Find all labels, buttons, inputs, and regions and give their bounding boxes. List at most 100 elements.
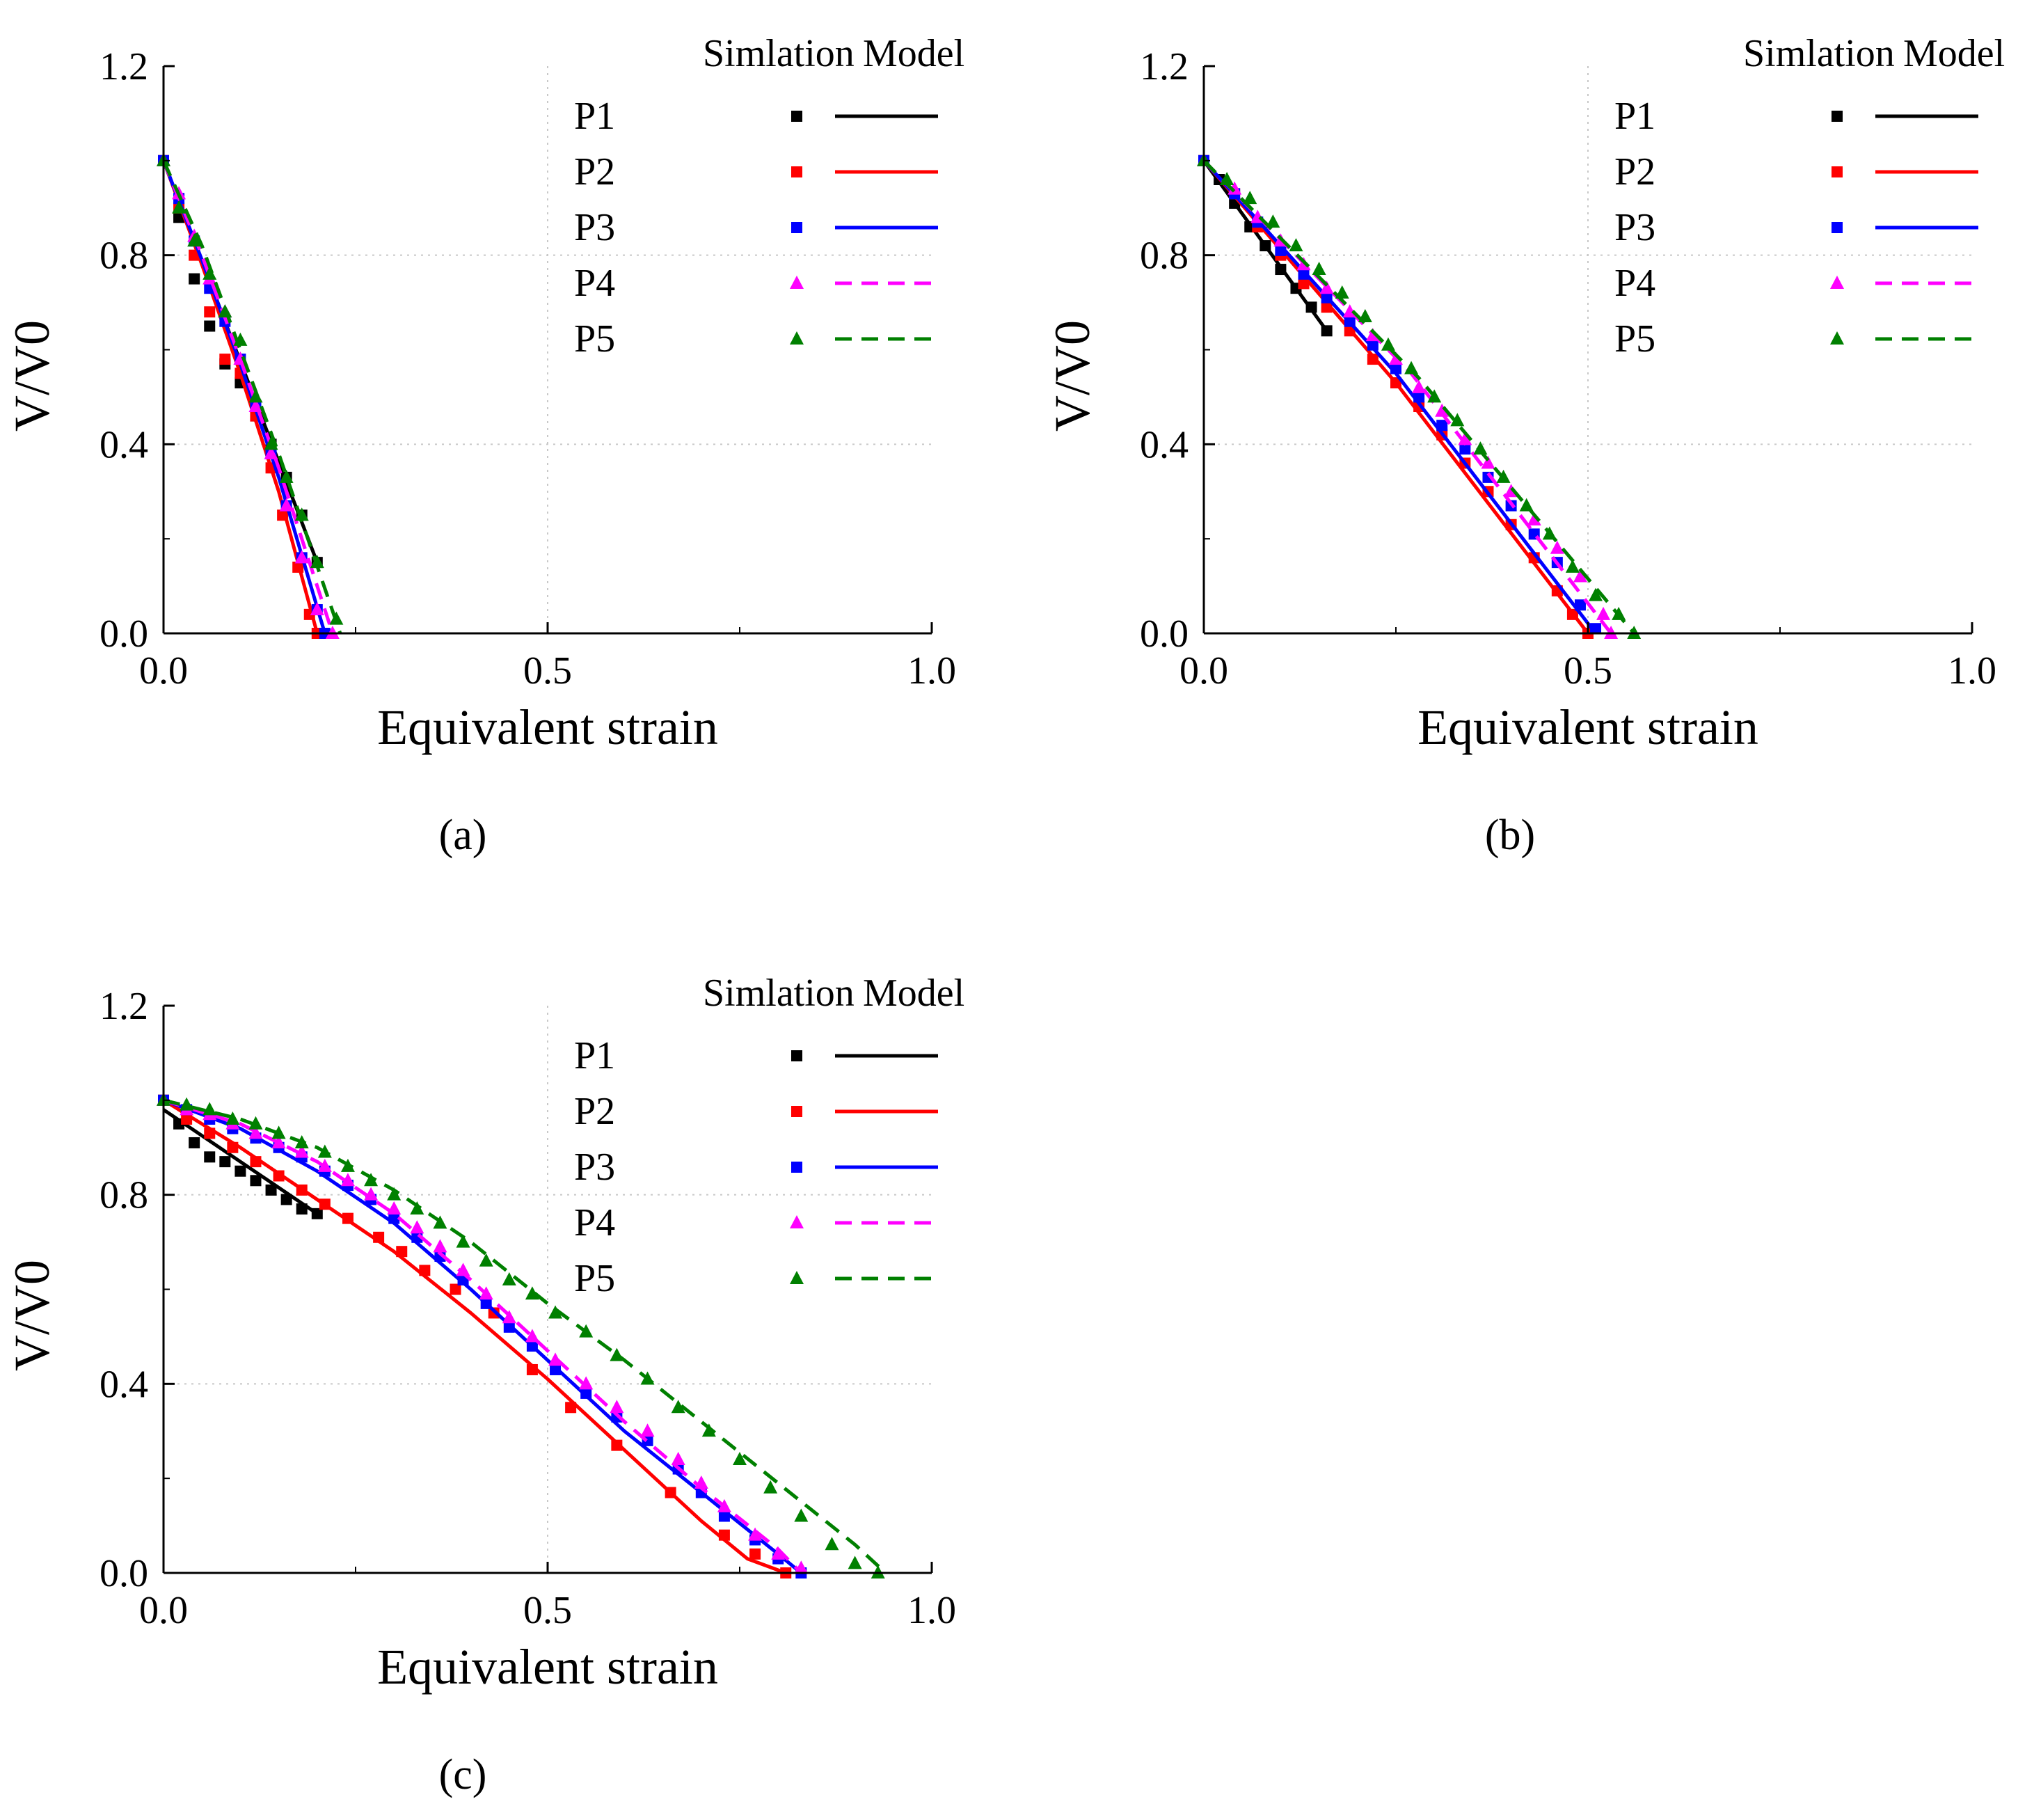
- sim-point-p2: [204, 1127, 216, 1139]
- sim-point-p5: [1289, 238, 1303, 252]
- sim-point-p3: [580, 1387, 592, 1399]
- legend-header-model: Model: [1903, 32, 2005, 75]
- sim-point-p5: [294, 1134, 309, 1148]
- sim-point-p2: [189, 249, 200, 261]
- legend-marker-p1: [791, 1050, 802, 1061]
- sim-point-p5: [479, 1253, 493, 1267]
- y-tick-label: 1.2: [1140, 45, 1189, 88]
- sim-point-p3: [1344, 315, 1356, 327]
- sim-point-p4: [1550, 540, 1564, 554]
- sim-point-p2: [450, 1283, 461, 1295]
- sim-point-p4: [1573, 569, 1587, 583]
- sim-point-p1: [250, 1175, 262, 1187]
- sim-point-p1: [189, 1137, 200, 1148]
- model-line-p5: [163, 1098, 887, 1574]
- sim-point-p5: [279, 469, 294, 483]
- x-tick-label: 0.0: [139, 1589, 188, 1632]
- sim-point-p5: [172, 200, 186, 214]
- sim-point-p5: [794, 1508, 809, 1522]
- sim-point-p2: [718, 1529, 730, 1541]
- sim-point-p3: [503, 1321, 515, 1333]
- sim-point-p4: [525, 1329, 539, 1343]
- sim-point-p4: [579, 1376, 594, 1390]
- grid-lines: [164, 66, 932, 633]
- sim-point-p4: [479, 1286, 493, 1300]
- legend: Simlation Model P1 P2 P3 P4 P5: [1614, 32, 2005, 361]
- sim-point-p5: [1404, 361, 1419, 374]
- legend-label-p3: P3: [574, 1146, 615, 1189]
- sim-point-p5: [329, 611, 344, 625]
- y-axis-title: V/V0: [1044, 320, 1100, 432]
- y-tick-label: 1.2: [100, 45, 148, 88]
- sim-point-p4: [1228, 181, 1242, 195]
- sim-point-p5: [248, 389, 263, 403]
- sim-point-p3: [1413, 391, 1425, 403]
- sim-point-p2: [219, 354, 231, 365]
- sim-point-p1: [235, 1165, 246, 1177]
- legend-marker-p1: [1832, 111, 1843, 122]
- sim-point-p4: [748, 1527, 763, 1541]
- sim-point-p2: [526, 1363, 538, 1375]
- sim-point-p4: [456, 1263, 470, 1276]
- sim-point-p3: [1298, 268, 1310, 280]
- legend-label-p4: P4: [1614, 262, 1655, 305]
- sim-point-p5: [202, 266, 217, 280]
- sim-point-p4: [340, 1173, 355, 1187]
- sim-point-p2: [1390, 377, 1401, 389]
- sim-point-p5: [1542, 526, 1557, 540]
- legend-marker-p4: [790, 276, 804, 289]
- sim-point-p2: [181, 1114, 193, 1125]
- sim-point-p5: [364, 1173, 379, 1187]
- sim-point-p5: [1266, 214, 1280, 228]
- legend-header-simulation: Simlation: [1743, 32, 1895, 75]
- sim-point-p5: [825, 1537, 839, 1551]
- sim-point-p1: [280, 1194, 292, 1205]
- sim-point-p4: [264, 445, 278, 459]
- sim-point-p1: [1321, 325, 1333, 337]
- sim-point-p5: [1450, 413, 1465, 427]
- sim-point-p5: [317, 1144, 332, 1158]
- sim-point-p2: [342, 1212, 353, 1224]
- series-layer: [1197, 152, 1642, 639]
- legend-marker-p3: [1832, 222, 1843, 233]
- sim-point-p1: [204, 320, 216, 332]
- legend-label-p5: P5: [574, 1257, 615, 1300]
- sim-point-p5: [294, 507, 309, 521]
- sim-point-p3: [1590, 623, 1602, 635]
- sim-point-p4: [248, 1125, 263, 1139]
- sim-point-p4: [1365, 328, 1380, 342]
- x-axis-title: Equivalent strain: [1417, 699, 1758, 755]
- x-tick-label: 1.0: [1948, 649, 1996, 693]
- legend-header-simulation: Simlation: [703, 972, 855, 1015]
- legend: Simlation Model P1 P2 P3 P4 P5: [574, 972, 964, 1300]
- model-line-p5: [1202, 159, 1636, 635]
- y-tick-label: 0.8: [100, 235, 148, 278]
- legend-header-simulation: Simlation: [703, 32, 855, 75]
- y-axis-title: V/V0: [4, 1260, 60, 1371]
- sim-point-p5: [525, 1286, 539, 1300]
- panel-label: (b): [1485, 812, 1535, 859]
- axes: 0.0 0.5 1.0 0.0 0.4 0.8 1.2: [100, 45, 956, 693]
- sim-point-p4: [1458, 432, 1472, 445]
- sim-point-p4: [717, 1498, 731, 1512]
- x-axis-title: Equivalent strain: [377, 699, 718, 755]
- sim-point-p4: [271, 1134, 286, 1148]
- sim-point-p5: [1519, 498, 1534, 512]
- legend-label-p1: P1: [574, 1034, 615, 1077]
- axes: 0.0 0.5 1.0 0.0 0.4 0.8 1.2: [100, 985, 956, 1632]
- sim-point-p2: [292, 561, 304, 573]
- sim-point-p3: [1574, 599, 1586, 611]
- y-tick-label: 0.8: [100, 1174, 148, 1217]
- sim-point-p3: [1390, 363, 1401, 374]
- sim-point-p5: [848, 1556, 862, 1569]
- sim-point-p5: [433, 1215, 447, 1229]
- sim-point-p2: [419, 1265, 431, 1276]
- sim-point-p5: [640, 1371, 655, 1385]
- sim-point-p3: [1367, 339, 1379, 351]
- sim-point-p4: [502, 1310, 516, 1324]
- sim-point-p4: [694, 1475, 708, 1489]
- y-tick-label: 0.4: [1140, 423, 1189, 466]
- grid-lines: [164, 1006, 932, 1573]
